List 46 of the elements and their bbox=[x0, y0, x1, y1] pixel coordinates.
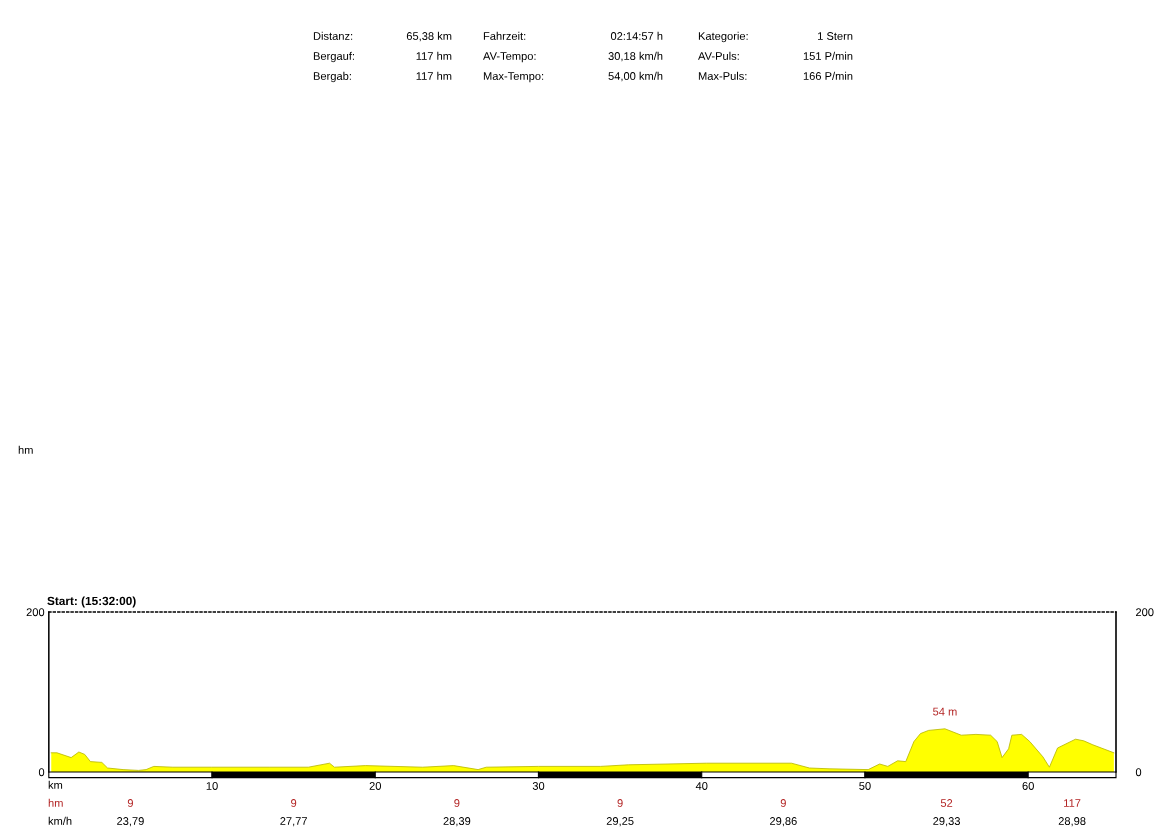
text: 9 bbox=[780, 799, 786, 807]
text: 27,77 bbox=[280, 817, 307, 827]
x-tick-label: 20 bbox=[369, 782, 382, 790]
text: 117 bbox=[1064, 799, 1081, 807]
text: 9 bbox=[291, 799, 297, 807]
text: Distanz: bbox=[313, 31, 353, 40]
text: 9 bbox=[127, 799, 133, 807]
text: Bergab: bbox=[313, 71, 351, 83]
text: 151 P/min bbox=[803, 51, 853, 60]
y2-tick-label: 200 bbox=[1136, 608, 1154, 617]
text: 28,39 bbox=[443, 817, 471, 827]
text: 117 hm bbox=[416, 51, 452, 60]
text: 28,98 bbox=[1058, 817, 1086, 827]
text: Kategorie: bbox=[698, 31, 748, 43]
text: hm bbox=[48, 798, 63, 807]
x-tick-label: 30 bbox=[532, 782, 545, 790]
text: 9 bbox=[617, 799, 623, 807]
text: 30,18 km/h bbox=[608, 51, 663, 62]
text: Fahrzeit: bbox=[483, 31, 526, 40]
text: 02:14:57 h bbox=[610, 31, 663, 40]
text: 117 hm bbox=[416, 71, 452, 80]
x-tick-label: 50 bbox=[859, 782, 871, 790]
annotation: 54 m bbox=[933, 707, 957, 716]
text: 23,79 bbox=[117, 817, 144, 827]
text: AV-Tempo: bbox=[483, 52, 536, 63]
text: Bergauf: bbox=[313, 51, 354, 63]
text: AV-Puls: bbox=[698, 51, 739, 60]
text: 29,86 bbox=[769, 817, 797, 827]
text: 29,33 bbox=[933, 817, 960, 827]
x-axis-title: km bbox=[48, 780, 63, 789]
text: 9 bbox=[454, 799, 460, 807]
text: 29,25 bbox=[606, 817, 634, 827]
text: Max-Tempo: bbox=[483, 72, 544, 83]
chart-title: Start: (15:32:00) bbox=[47, 596, 136, 608]
text: km/h bbox=[48, 816, 72, 825]
text: 1 Stern bbox=[818, 32, 853, 40]
text: 52 bbox=[940, 799, 953, 807]
text: hm bbox=[18, 445, 33, 454]
text: 166 P/min bbox=[803, 71, 853, 80]
text: 65,38 km bbox=[406, 31, 452, 42]
y2-tick-label: 0 bbox=[1135, 768, 1142, 777]
x-tick-label: 60 bbox=[1022, 782, 1034, 790]
text: 54,00 km/h bbox=[608, 71, 663, 82]
x-tick-label: 40 bbox=[695, 782, 708, 790]
text: Max-Puls: bbox=[698, 71, 747, 80]
x-tick-label: 10 bbox=[206, 782, 218, 790]
